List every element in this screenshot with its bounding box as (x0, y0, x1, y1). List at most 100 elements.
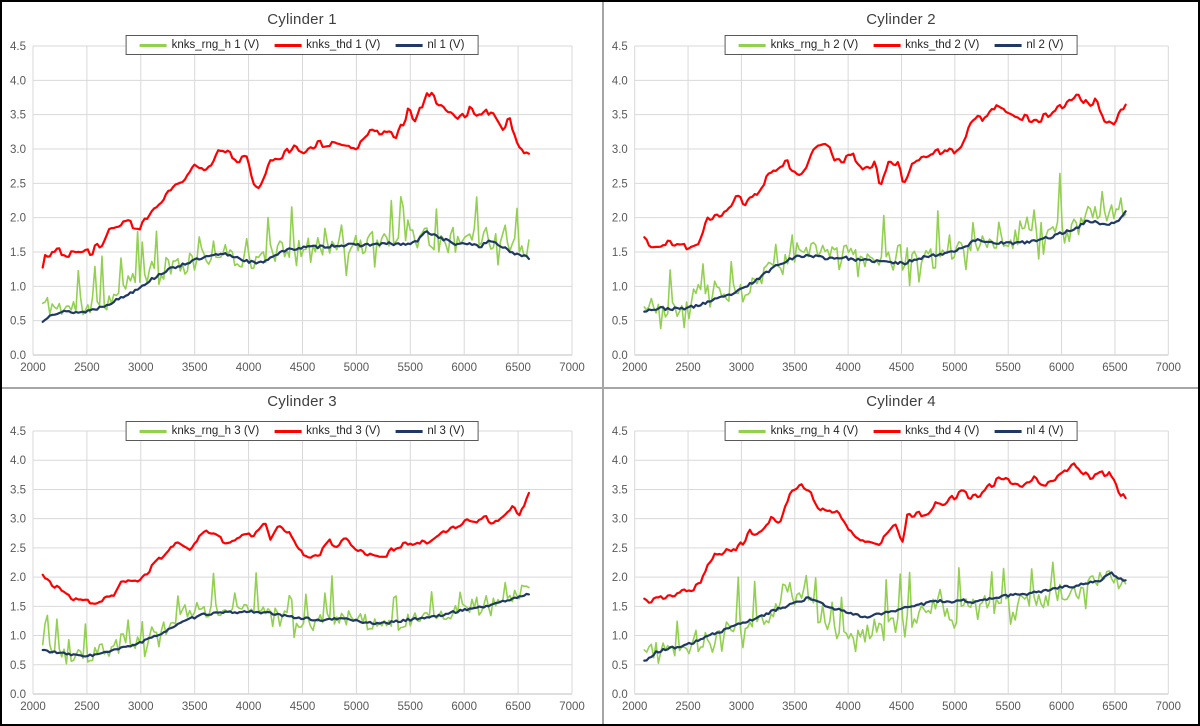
series-line-knks-thd-3-v- (41, 491, 531, 605)
legend-label: knks_rng_h 1 (V) (171, 39, 260, 51)
x-tick-label: 4500 (290, 701, 316, 713)
series-line-knks-rng-h-1-v- (41, 196, 530, 316)
x-tick-label: 6000 (1049, 701, 1074, 713)
legend-swatch (994, 429, 1022, 433)
x-tick-label: 4500 (290, 362, 316, 374)
legend-item: knks_thd 3 (V) (274, 425, 380, 437)
y-tick-label: 1.5 (10, 601, 26, 613)
y-tick-label: 3.0 (612, 514, 628, 526)
chart-title: Cylinder 4 (866, 393, 936, 410)
legend-item: knks_rng_h 3 (V) (139, 425, 260, 437)
x-tick-label: 2500 (675, 701, 700, 713)
legend-item: nl 4 (V) (994, 425, 1063, 437)
x-tick-label: 5000 (344, 362, 370, 374)
y-tick-label: 1.0 (10, 281, 26, 293)
chart-legend: knks_rng_h 4 (V) knks_thd 4 (V) nl 4 (V) (724, 421, 1078, 441)
series-line-knks-rng-h-4-v- (643, 561, 1127, 665)
series-line-nl-4-v- (643, 571, 1127, 662)
legend-item: nl 3 (V) (395, 425, 464, 437)
y-axis-labels: 0.0 0.5 1.0 1.5 2.0 2.5 3.0 3.5 4.0 4.5 (612, 41, 628, 362)
x-tick-label: 4000 (835, 701, 860, 713)
y-tick-label: 3.0 (612, 144, 628, 156)
y-tick-label: 2.0 (10, 213, 26, 225)
x-tick-label: 3500 (182, 362, 208, 374)
legend-swatch (274, 429, 302, 433)
series-line-knks-thd-4-v- (643, 462, 1127, 604)
x-tick-label: 7000 (1156, 701, 1181, 713)
x-tick-label: 5000 (344, 701, 370, 713)
legend-label: knks_thd 4 (V) (905, 425, 980, 437)
series-line-knks-thd-1-v- (41, 91, 531, 269)
chart-panel-cylinder-4: Cylinder 4 knks_rng_h 4 (V) knks_thd 4 (V… (604, 389, 1198, 724)
x-tick-label: 6500 (1102, 362, 1127, 374)
legend-item: knks_thd 2 (V) (873, 39, 979, 51)
y-tick-label: 2.0 (612, 213, 628, 225)
legend-swatch (738, 43, 766, 47)
y-tick-label: 4.0 (10, 75, 26, 87)
x-tick-label: 6500 (1102, 701, 1127, 713)
legend-swatch (873, 429, 901, 433)
legend-label: knks_rng_h 2 (V) (770, 39, 859, 51)
legend-swatch (738, 429, 766, 433)
chart-panel-cylinder-2: Cylinder 2 knks_rng_h 2 (V) knks_thd 2 (V… (604, 2, 1198, 389)
chart-plot: 0.0 0.5 1.0 1.5 2.0 2.5 3.0 3.5 4.0 4.5 2000 2500 30… (612, 41, 1181, 374)
x-tick-label: 5500 (398, 362, 424, 374)
x-tick-label: 3500 (182, 701, 208, 713)
x-tick-label: 2000 (20, 362, 46, 374)
x-tick-label: 6000 (451, 701, 477, 713)
y-tick-label: 1.5 (10, 247, 26, 259)
y-tick-label: 3.5 (10, 110, 26, 122)
legend-item: knks_rng_h 1 (V) (139, 39, 260, 51)
y-tick-label: 2.0 (10, 572, 26, 584)
y-tick-label: 2.5 (612, 178, 628, 190)
legend-swatch (873, 43, 901, 47)
y-axis-labels: 0.0 0.5 1.0 1.5 2.0 2.5 3.0 3.5 4.0 4.5 (612, 426, 628, 701)
series-line-knks-thd-2-v- (643, 93, 1127, 251)
legend-label: nl 1 (V) (427, 39, 465, 51)
legend-label: knks_rng_h 3 (V) (171, 425, 260, 437)
chart-title: Cylinder 2 (866, 11, 936, 28)
y-tick-label: 1.0 (612, 631, 628, 643)
x-tick-label: 4000 (236, 701, 262, 713)
chart-panel-cylinder-1: Cylinder 1 knks_rng_h 1 (V) knks_thd 1 (V… (2, 2, 604, 389)
y-tick-label: 3.5 (612, 110, 628, 122)
legend-label: nl 3 (V) (427, 425, 465, 437)
y-tick-label: 4.0 (612, 455, 628, 467)
y-tick-label: 0.5 (10, 660, 26, 672)
x-tick-label: 4500 (889, 362, 914, 374)
chart-title: Cylinder 1 (267, 11, 337, 28)
series-line-knks-rng-h-2-v- (643, 172, 1127, 330)
legend-label: knks_thd 1 (V) (306, 39, 381, 51)
y-tick-label: 3.0 (10, 144, 26, 156)
y-tick-label: 3.0 (10, 514, 26, 526)
legend-label: nl 2 (V) (1026, 39, 1064, 51)
x-axis-labels: 2000 2500 3000 3500 4000 4500 5000 5500 6000 6500… (20, 701, 585, 713)
x-tick-label: 5000 (942, 362, 967, 374)
legend-swatch (994, 43, 1022, 47)
y-tick-label: 1.0 (10, 631, 26, 643)
chart-legend: knks_rng_h 3 (V) knks_thd 3 (V) nl 3 (V) (125, 421, 479, 441)
x-tick-label: 6500 (505, 362, 531, 374)
gridlines (32, 430, 573, 695)
y-tick-label: 1.5 (612, 247, 628, 259)
x-tick-label: 2000 (622, 362, 647, 374)
series-line-nl-2-v- (643, 210, 1127, 313)
y-tick-label: 2.5 (10, 543, 26, 555)
legend-label: knks_thd 3 (V) (306, 425, 381, 437)
chart-plot: 0.0 0.5 1.0 1.5 2.0 2.5 3.0 3.5 4.0 4.5 2000 2500 30… (612, 426, 1181, 713)
y-tick-label: 2.0 (612, 572, 628, 584)
legend-item: nl 2 (V) (994, 39, 1063, 51)
y-tick-label: 0.5 (612, 660, 628, 672)
y-tick-label: 1.0 (612, 281, 628, 293)
legend-label: nl 4 (V) (1026, 425, 1064, 437)
y-tick-label: 4.5 (10, 41, 26, 53)
y-tick-label: 4.0 (612, 75, 628, 87)
legend-swatch (395, 43, 423, 47)
y-tick-label: 4.5 (612, 41, 628, 53)
x-tick-label: 5000 (942, 701, 967, 713)
x-tick-label: 4500 (889, 701, 914, 713)
x-tick-label: 2500 (74, 701, 100, 713)
chart-legend: knks_rng_h 1 (V) knks_thd 1 (V) nl 1 (V) (125, 35, 479, 55)
legend-label: knks_thd 2 (V) (905, 39, 980, 51)
